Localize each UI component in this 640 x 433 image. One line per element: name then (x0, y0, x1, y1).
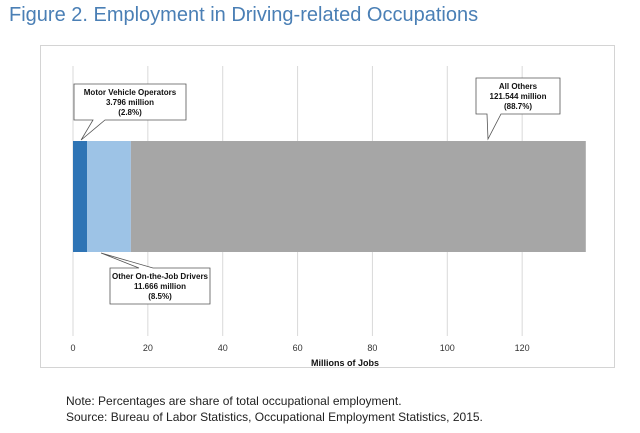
callout-box (73, 83, 187, 141)
callout-value: 11.666 million (134, 282, 186, 291)
figure-title: Figure 2. Employment in Driving-related … (9, 4, 479, 26)
callout-pct: (2.8%) (118, 108, 142, 117)
bar-segment-0 (73, 141, 88, 252)
source-text: Source: Bureau of Labor Statistics, Occu… (66, 410, 483, 424)
callout-pct: (8.5%) (148, 292, 172, 301)
bar-segment-1 (87, 141, 131, 252)
x-axis-title: Millions of Jobs (311, 358, 379, 368)
note-text: Note: Percentages are share of total occ… (66, 394, 402, 408)
x-tick-label: 40 (218, 343, 228, 353)
x-tick-label: 0 (70, 343, 75, 353)
callout-value: 3.796 million (106, 98, 154, 107)
bar-segments (73, 141, 586, 252)
callout-box (100, 252, 211, 305)
callout-name: Other On-the-Job Drivers (112, 272, 209, 281)
x-tick-labels: 0 20 40 60 80 100 120 (70, 343, 529, 353)
chart-frame: Motor Vehicle Operators 3.796 million (2.8… (40, 45, 615, 368)
x-tick-label: 100 (440, 343, 455, 353)
callout-box (475, 77, 561, 141)
callout-name: All Others (499, 82, 538, 91)
x-tick-label: 80 (367, 343, 377, 353)
x-tick-label: 120 (515, 343, 530, 353)
callout-pct: (88.7%) (504, 102, 532, 111)
callout-value: 121.544 million (490, 92, 547, 101)
callout-name: Motor Vehicle Operators (84, 88, 177, 97)
bar-segment-2 (130, 141, 586, 252)
x-tick-label: 60 (293, 343, 303, 353)
x-tick-label: 20 (143, 343, 153, 353)
